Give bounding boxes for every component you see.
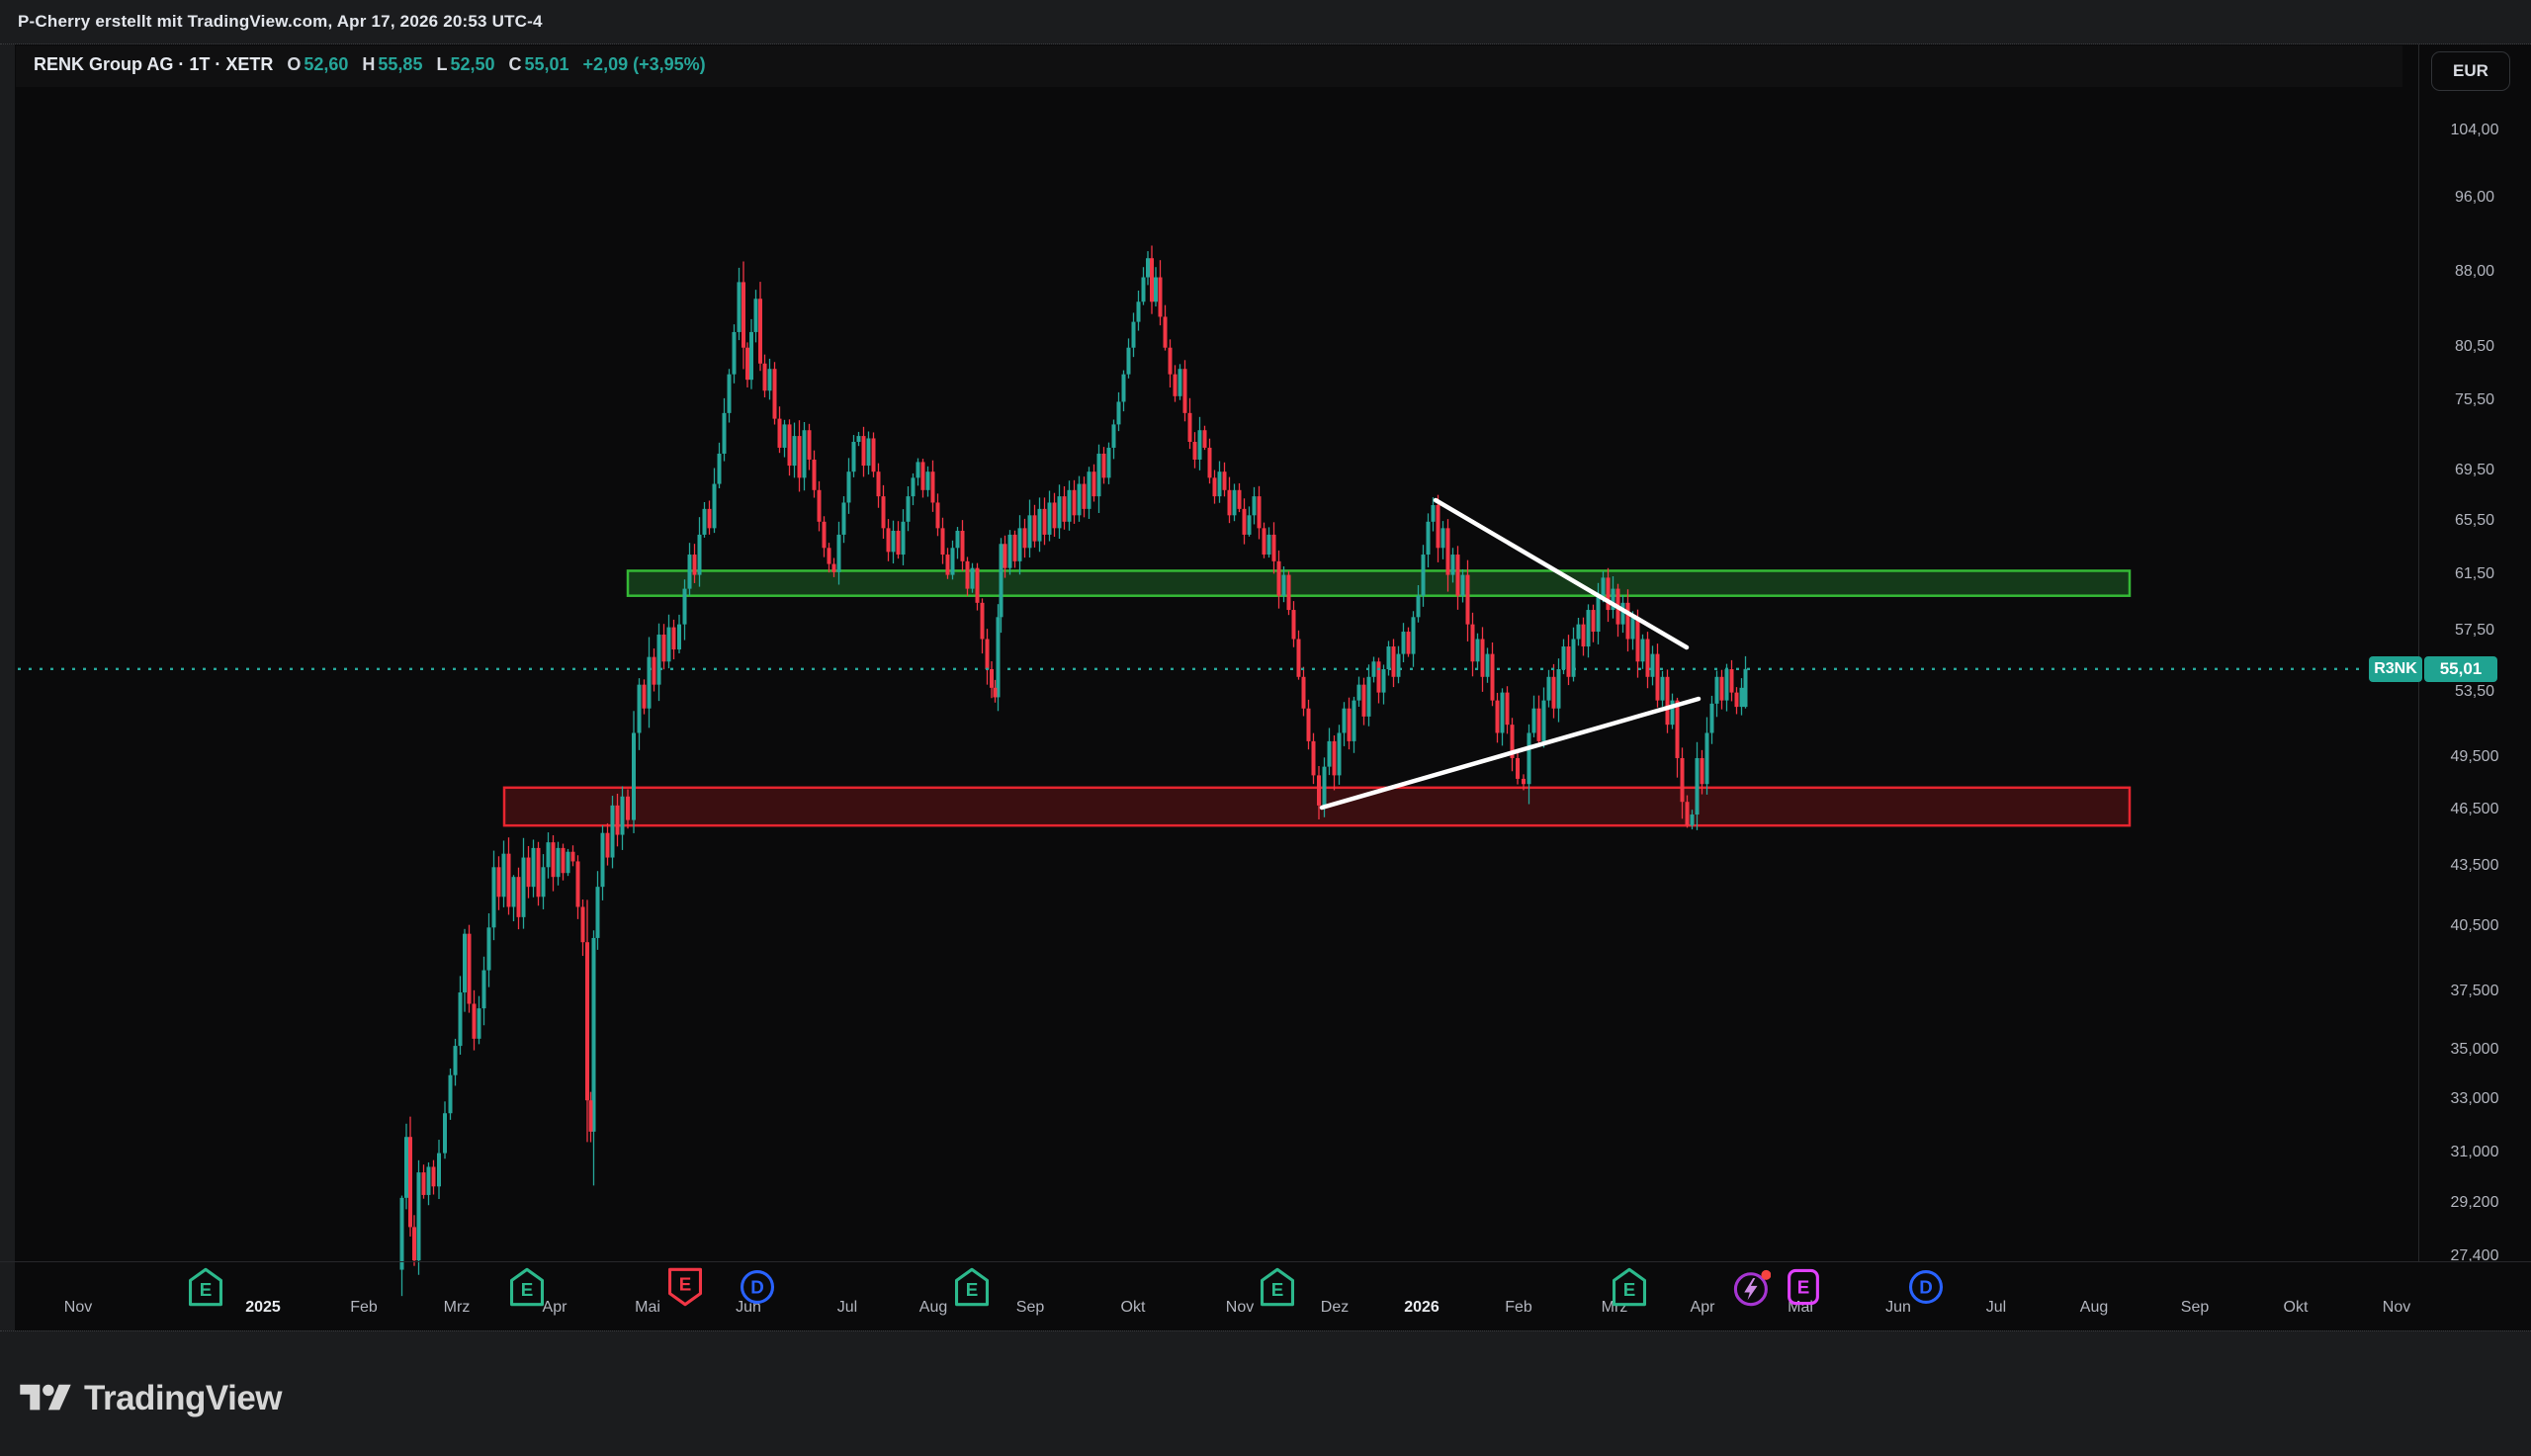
up-candles bbox=[399, 251, 1748, 1297]
time-tick-label: Apr bbox=[542, 1299, 567, 1316]
price-tick-label: 88,00 bbox=[2454, 262, 2495, 280]
header-bar: P-Cherry erstellt mit TradingView.com, A… bbox=[0, 0, 2531, 44]
price-tick-label: 33,000 bbox=[2450, 1090, 2499, 1108]
price-tick-label: 31,000 bbox=[2450, 1143, 2499, 1160]
price-tick-label: 37,500 bbox=[2450, 983, 2499, 1000]
time-tick-label: Dez bbox=[1320, 1299, 1350, 1316]
time-tick-label: Nov bbox=[2382, 1299, 2411, 1316]
earnings-icon[interactable]: E bbox=[187, 1266, 224, 1308]
price-tick-label: 35,000 bbox=[2450, 1040, 2499, 1058]
svg-text:E: E bbox=[1623, 1279, 1636, 1300]
price-tick-label: 40,500 bbox=[2450, 917, 2499, 935]
price-tick-label: 29,200 bbox=[2450, 1193, 2499, 1211]
close-readout: C 55,01 bbox=[508, 54, 569, 74]
price-tick-label: 104,00 bbox=[2450, 122, 2499, 138]
time-tick-label: Feb bbox=[1505, 1299, 1532, 1316]
tradingview-logo[interactable]: TradingView bbox=[20, 1379, 283, 1418]
time-tick-label: Nov bbox=[63, 1299, 93, 1316]
descending-trendline bbox=[1433, 497, 1690, 650]
dividend-icon[interactable]: D bbox=[739, 1266, 776, 1308]
earnings-icon[interactable]: E bbox=[1611, 1266, 1648, 1308]
time-tick-label: Mrz bbox=[443, 1299, 471, 1316]
svg-text:E: E bbox=[679, 1273, 692, 1294]
earnings-icon[interactable]: E bbox=[666, 1266, 704, 1308]
currency-button[interactable]: EUR bbox=[2431, 51, 2510, 91]
svg-text:E: E bbox=[966, 1279, 979, 1300]
resistance-zone bbox=[626, 569, 2132, 597]
tradingview-logo-icon bbox=[20, 1384, 71, 1411]
svg-text:E: E bbox=[200, 1279, 213, 1300]
time-tick-label: Apr bbox=[1690, 1299, 1715, 1316]
symbol-price-flag: R3NK bbox=[2369, 655, 2422, 682]
footer-bar: TradingView bbox=[0, 1330, 2531, 1456]
price-tick-label: 75,50 bbox=[2454, 391, 2495, 409]
alert-icon[interactable] bbox=[1733, 1266, 1772, 1308]
change-readout: +2,09 (+3,95%) bbox=[582, 54, 706, 74]
ascending-trendline bbox=[1319, 696, 1702, 811]
svg-text:D: D bbox=[1919, 1277, 1933, 1298]
price-tick-label: 49,500 bbox=[2450, 747, 2499, 765]
time-tick-label: Okt bbox=[2283, 1299, 2309, 1316]
earnings-icon[interactable]: E bbox=[953, 1266, 991, 1308]
time-tick-label: 2026 bbox=[1404, 1299, 1440, 1316]
dividend-icon[interactable]: D bbox=[1907, 1266, 1945, 1308]
down-candles bbox=[408, 245, 1739, 1266]
time-tick-label: 2025 bbox=[245, 1299, 281, 1316]
time-tick-label: Okt bbox=[1120, 1299, 1146, 1316]
price-tick-label: 43,500 bbox=[2450, 857, 2499, 875]
chart-background bbox=[15, 44, 2531, 1261]
tradingview-logo-text: TradingView bbox=[84, 1379, 283, 1417]
svg-text:D: D bbox=[750, 1277, 764, 1298]
time-tick-label: Jun bbox=[1885, 1299, 1911, 1316]
high-readout: H 55,85 bbox=[362, 54, 423, 74]
price-tick-label: 46,500 bbox=[2450, 801, 2499, 818]
time-tick-label: Jul bbox=[1985, 1299, 2007, 1316]
time-tick-label: Sep bbox=[1015, 1299, 1045, 1316]
price-tick-label: 61,50 bbox=[2454, 564, 2495, 582]
time-tick-label: Jul bbox=[836, 1299, 858, 1316]
earnings-upcoming-icon[interactable]: E bbox=[1785, 1266, 1822, 1308]
time-tick-label: Nov bbox=[1225, 1299, 1255, 1316]
time-tick-label: Sep bbox=[2180, 1299, 2210, 1316]
price-tick-label: 65,50 bbox=[2454, 511, 2495, 529]
svg-text:E: E bbox=[1797, 1277, 1810, 1298]
last-price-label: 55,01 bbox=[2424, 655, 2497, 682]
time-tick-label: Mai bbox=[635, 1299, 660, 1316]
symbol-title[interactable]: RENK Group AG · 1T · XETR bbox=[34, 54, 274, 74]
price-tick-label: 80,50 bbox=[2454, 337, 2495, 355]
svg-text:E: E bbox=[1271, 1279, 1284, 1300]
open-readout: O 52,60 bbox=[287, 54, 349, 74]
symbol-legend[interactable]: RENK Group AG · 1T · XETR O 52,60 H 55,8… bbox=[34, 54, 706, 75]
earnings-icon[interactable]: E bbox=[508, 1266, 546, 1308]
attribution-text: P-Cherry erstellt mit TradingView.com, A… bbox=[18, 12, 543, 31]
left-gutter bbox=[0, 44, 15, 1330]
price-tick-label: 27,400 bbox=[2450, 1247, 2499, 1264]
price-tick-label: 57,50 bbox=[2454, 622, 2495, 640]
time-tick-label: Aug bbox=[2079, 1299, 2109, 1316]
time-tick-label: Feb bbox=[350, 1299, 378, 1316]
time-axis-separator bbox=[0, 1261, 2531, 1262]
price-tick-label: 96,00 bbox=[2454, 189, 2495, 207]
svg-text:E: E bbox=[521, 1279, 534, 1300]
price-axis-separator bbox=[2418, 44, 2419, 1261]
price-tick-label: 53,50 bbox=[2454, 682, 2495, 700]
price-tick-label: 69,50 bbox=[2454, 462, 2495, 479]
low-readout: L 52,50 bbox=[436, 54, 495, 74]
time-tick-label: Aug bbox=[918, 1299, 948, 1316]
earnings-icon[interactable]: E bbox=[1259, 1266, 1296, 1308]
